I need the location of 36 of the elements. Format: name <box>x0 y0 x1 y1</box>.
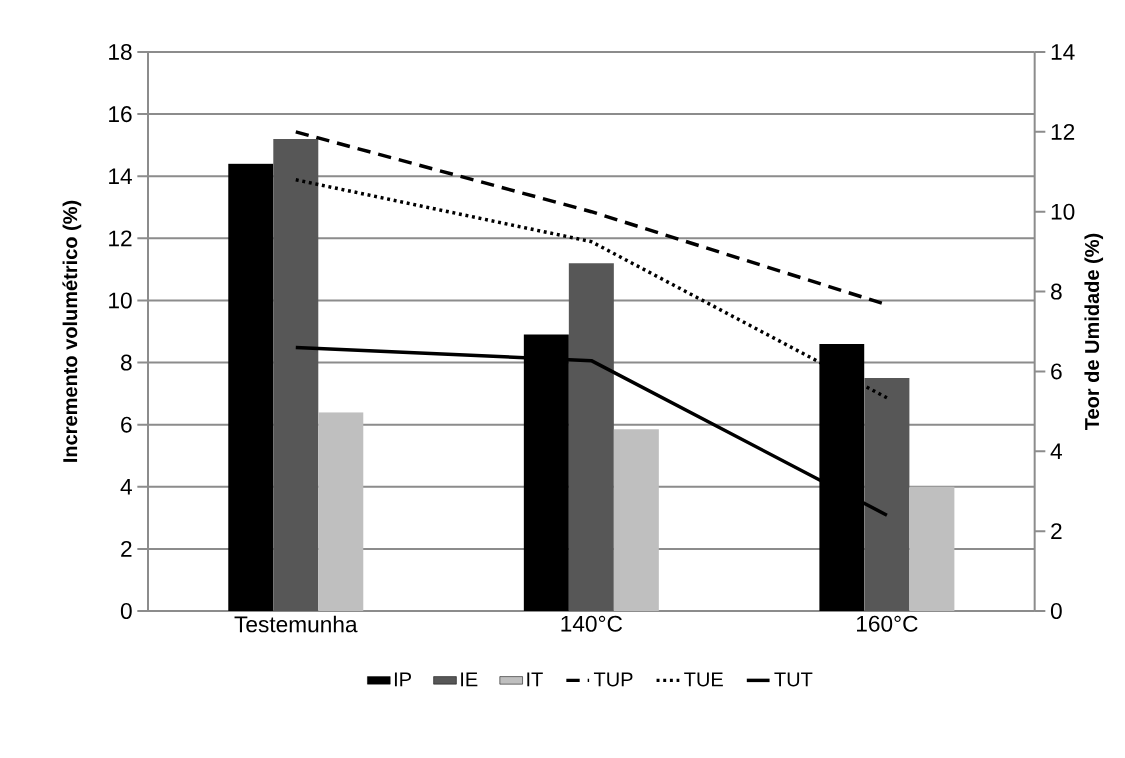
y2-axis-title: Teor de Umidade (%) <box>1084 233 1104 430</box>
y-tick-label: 0 <box>120 602 132 620</box>
bar <box>864 378 910 611</box>
y2-tick-label: 0 <box>1050 602 1062 620</box>
x-tick-label: 140°C <box>561 615 623 632</box>
bar <box>228 163 274 611</box>
bar <box>568 263 614 611</box>
legend-label: TUE <box>684 672 723 687</box>
y-tick-label: 12 <box>109 230 132 247</box>
y-axis-title: Incremento volumétrico (%) <box>62 200 82 462</box>
y-tick-label: 10 <box>109 292 132 309</box>
y2-tick-label: 4 <box>1050 443 1062 460</box>
bar <box>909 486 955 611</box>
y2-tick-label: 12 <box>1051 123 1075 140</box>
legend-label: IE <box>461 672 478 687</box>
legend-label: TUT <box>774 672 813 687</box>
y-tick-label: 18 <box>109 43 132 61</box>
y-tick-label: 16 <box>109 106 132 123</box>
legend-label: IT <box>527 672 543 687</box>
bar <box>318 412 364 611</box>
y-tick-label: 8 <box>121 354 132 371</box>
y2-tick-label: 6 <box>1051 363 1062 380</box>
y2-tick-label: 8 <box>1051 283 1062 300</box>
legend-label: IP <box>394 672 411 687</box>
bar <box>613 429 659 611</box>
y-tick-label: 2 <box>121 540 132 557</box>
y2-tick-label: 14 <box>1051 44 1075 60</box>
x-tick-label: 160°C <box>857 615 918 632</box>
y-tick-label: 6 <box>121 416 132 433</box>
x-tick-label: Testemunha <box>234 615 358 633</box>
y-tick-label: 4 <box>120 478 132 495</box>
y2-tick-label: 2 <box>1051 523 1062 540</box>
legend-label: TUP <box>593 672 633 687</box>
y2-tick-label: 10 <box>1051 203 1075 220</box>
bar <box>273 138 319 611</box>
y-tick-label: 14 <box>109 168 132 185</box>
